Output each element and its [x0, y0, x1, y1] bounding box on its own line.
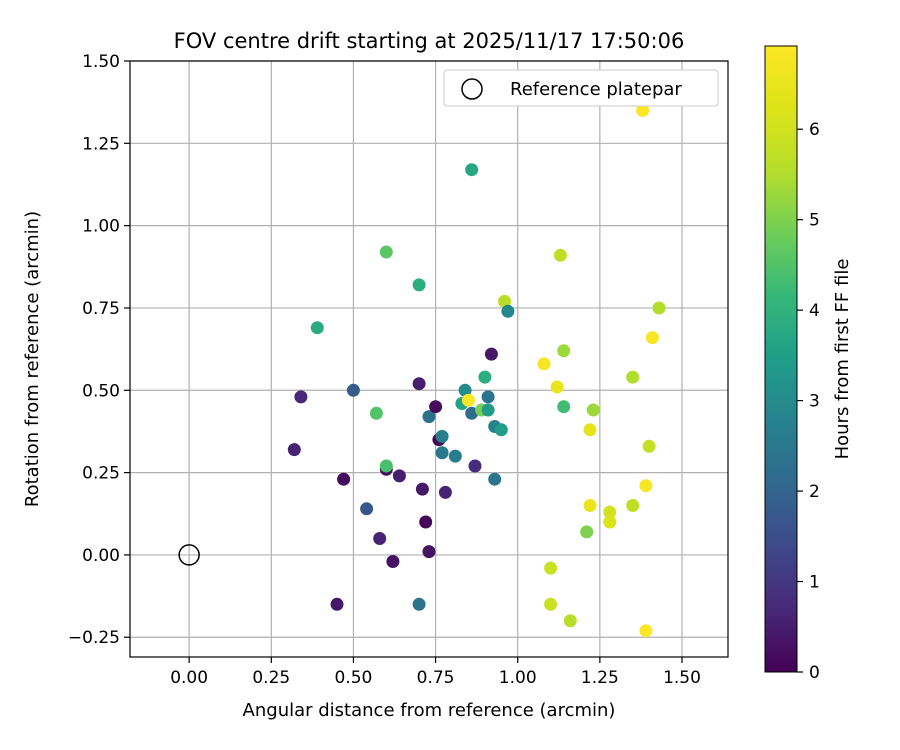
scatter-point [484, 347, 498, 361]
scatter-point [478, 370, 492, 384]
scatter-point [481, 403, 495, 417]
scatter-point [645, 331, 659, 345]
colorbar-tick-label: 3 [809, 392, 820, 412]
colorbar-tick-label: 1 [809, 573, 820, 593]
scatter-point [603, 505, 617, 519]
x-tick-label: 0.50 [334, 668, 372, 688]
y-tick-label: 1.50 [82, 52, 120, 72]
y-tick-label: 0.75 [82, 299, 120, 319]
scatter-point [461, 393, 475, 407]
scatter-point [557, 344, 571, 358]
scatter-point [652, 301, 666, 315]
plot-area [130, 61, 728, 657]
legend: Reference platepar [443, 69, 719, 107]
scatter-point [468, 459, 482, 473]
scatter-point [458, 383, 472, 397]
x-tick-label: 1.25 [581, 668, 619, 688]
scatter-point [563, 614, 577, 628]
colorbar-tick-label: 0 [809, 663, 820, 683]
scatter-point [583, 499, 597, 512]
scatter-point [488, 472, 502, 486]
scatter-point [586, 403, 600, 417]
scatter-point [429, 400, 443, 414]
scatter-point [553, 248, 567, 262]
legend-marker-icon [461, 78, 483, 100]
scatter-point [626, 370, 640, 384]
scatter-point [580, 525, 594, 539]
scatter-point [379, 459, 393, 473]
scatter-point [498, 294, 512, 308]
scatter-point [337, 472, 351, 486]
colorbar-label: Hours from first FF file [832, 259, 853, 460]
scatter-point [465, 406, 479, 420]
scatter-point [435, 446, 449, 460]
legend-label: Reference platepar [510, 79, 682, 100]
x-tick-label: 0.75 [417, 668, 455, 688]
scatter-point [465, 163, 479, 177]
scatter-point [435, 429, 449, 443]
x-tick-label: 1.00 [499, 668, 537, 688]
scatter-point [415, 482, 429, 496]
colorbar-tick-label: 5 [809, 211, 820, 231]
scatter-point [310, 321, 324, 335]
x-axis-label: Angular distance from reference (arcmin) [243, 700, 616, 721]
scatter-point [412, 377, 426, 391]
colorbar-tick-label: 6 [809, 120, 820, 140]
scatter-point [550, 380, 564, 394]
scatter-point [412, 278, 426, 292]
scatter-point [419, 515, 433, 529]
colorbar [764, 45, 798, 673]
data-points [287, 103, 666, 638]
scatter-point [422, 410, 436, 424]
scatter-point [360, 502, 374, 516]
scatter-point [412, 597, 426, 611]
x-tick-label: 1.50 [663, 668, 701, 688]
legend-box [443, 69, 719, 107]
scatter-point [422, 545, 436, 559]
scatter-point [642, 439, 656, 453]
scatter-point [330, 597, 344, 611]
scatter-point [639, 624, 653, 638]
scatter-point [346, 383, 360, 397]
scatter-point [379, 245, 393, 259]
scatter-point [603, 515, 617, 529]
scatter-point [481, 390, 495, 404]
scatter-point [392, 469, 406, 483]
colorbar-tick-label: 2 [809, 482, 820, 502]
scatter-point [369, 406, 383, 420]
y-axis-label: Rotation from reference (arcmin) [22, 211, 43, 507]
scatter-point [557, 400, 571, 414]
scatter-point [544, 561, 558, 575]
x-tick-label: 0.25 [252, 668, 290, 688]
scatter-point [494, 423, 508, 437]
chart-title: FOV centre drift starting at 2025/11/17 … [174, 29, 685, 53]
scatter-point [583, 423, 597, 437]
scatter-point [438, 485, 452, 499]
scatter-point [636, 103, 650, 117]
scatter-point [639, 479, 653, 493]
scatter-point [373, 532, 387, 545]
scatter-point [294, 390, 308, 404]
y-tick-label: 1.00 [82, 217, 120, 237]
y-tick-label: 0.00 [82, 546, 120, 566]
y-tick-label: −0.25 [68, 628, 120, 648]
colorbar-tick-label: 4 [809, 301, 820, 321]
y-axis-ticks: −0.25 0.00 0.25 0.50 0.75 1.00 1.25 1.50 [68, 52, 130, 648]
colorbar-ticks: 0 1 2 3 4 5 6 [797, 120, 820, 683]
scatter-point [544, 597, 558, 611]
scatter-point [287, 443, 301, 457]
plot-frame [129, 60, 729, 658]
scatter-point [537, 357, 551, 371]
scatter-point [448, 449, 462, 463]
scatter-point [501, 304, 515, 318]
scatter-point [626, 499, 640, 512]
y-tick-label: 0.50 [82, 381, 120, 401]
y-tick-label: 1.25 [82, 134, 120, 154]
y-tick-label: 0.25 [82, 464, 120, 484]
x-tick-label: 0.00 [170, 668, 208, 688]
reference-point-marker [178, 544, 200, 566]
x-axis-ticks: 0.00 0.25 0.50 0.75 1.00 1.25 1.50 [170, 657, 701, 688]
scatter-point [386, 555, 400, 568]
